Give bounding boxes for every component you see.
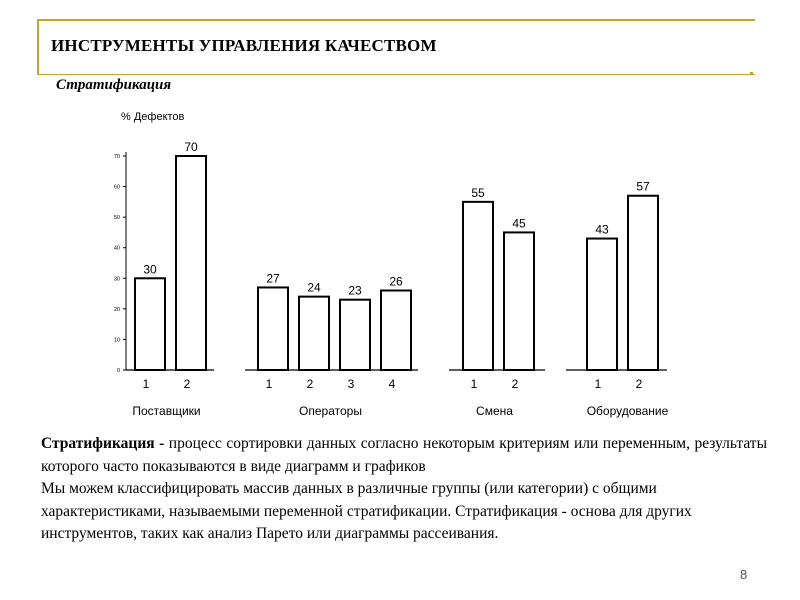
bar bbox=[627, 194, 659, 371]
y-tick-label: 30 bbox=[114, 276, 120, 282]
slide-title: ИНСТРУМЕНТЫ УПРАВЛЕНИЯ КАЧЕСТВОМ bbox=[51, 36, 437, 55]
definition-paragraph: Стратификация - процесс сортировки данны… bbox=[41, 433, 767, 478]
bar bbox=[503, 231, 535, 371]
slide-subtitle: Стратификация bbox=[56, 77, 172, 93]
bar bbox=[339, 298, 371, 371]
category-label: 2 bbox=[512, 377, 519, 391]
bar-value-label: 27 bbox=[266, 271, 280, 285]
category-label: 2 bbox=[307, 377, 314, 391]
category-label: 2 bbox=[636, 377, 643, 391]
group-label: Смена bbox=[476, 404, 513, 418]
bar-value-label: 45 bbox=[512, 216, 526, 230]
body-text: Стратификация - процесс сортировки данны… bbox=[41, 433, 767, 546]
bar bbox=[586, 237, 618, 371]
classification-paragraph: Мы можем классифицировать массив данных … bbox=[41, 480, 692, 542]
y-tick-label: 70 bbox=[114, 154, 120, 160]
bar-value-label: 57 bbox=[636, 180, 650, 194]
bar bbox=[134, 277, 166, 371]
bar-value-label: 23 bbox=[348, 284, 362, 298]
page-number: 8 bbox=[740, 567, 748, 582]
bar bbox=[175, 155, 207, 371]
y-tick-label: 20 bbox=[114, 307, 120, 313]
bar-value-label: 70 bbox=[184, 140, 198, 154]
title-frame-dot bbox=[750, 72, 753, 75]
category-label: 1 bbox=[595, 377, 602, 391]
category-label: 1 bbox=[266, 377, 273, 391]
bar bbox=[462, 200, 494, 371]
bar-value-label: 55 bbox=[471, 186, 485, 200]
bar bbox=[298, 295, 330, 371]
y-tick-label: 10 bbox=[114, 337, 120, 343]
title-frame-left bbox=[37, 19, 39, 75]
y-tick-label: 0 bbox=[117, 368, 120, 374]
y-tick-label: 50 bbox=[114, 215, 120, 221]
definition-term: Стратификация - bbox=[41, 435, 165, 452]
y-axis-label: % Дефектов bbox=[121, 111, 185, 123]
bar-value-label: 24 bbox=[307, 281, 321, 295]
stratification-bar-chart: % Дефектов 0 10 20 30 40 50 60 70 30 1 70 2 Поставщик… bbox=[114, 111, 669, 418]
y-tick-label: 40 bbox=[114, 246, 120, 252]
bar-value-label: 43 bbox=[595, 223, 609, 237]
group-label: Поставщики bbox=[132, 404, 200, 418]
title-frame-bottom bbox=[37, 74, 755, 75]
y-tick-label: 60 bbox=[114, 185, 120, 191]
definition-text: процесс сортировки данных согласно некот… bbox=[41, 435, 767, 475]
category-label: 1 bbox=[471, 377, 478, 391]
group-label: Операторы bbox=[299, 404, 362, 418]
category-label: 4 bbox=[389, 377, 396, 391]
bar bbox=[257, 286, 289, 372]
title-frame-top bbox=[37, 19, 755, 21]
category-label: 3 bbox=[348, 377, 355, 391]
bar bbox=[380, 289, 412, 371]
category-label: 1 bbox=[143, 377, 150, 391]
bar-value-label: 26 bbox=[389, 275, 403, 289]
group-label: Оборудование bbox=[587, 404, 669, 418]
category-label: 2 bbox=[184, 377, 191, 391]
bar-value-label: 30 bbox=[143, 262, 157, 276]
